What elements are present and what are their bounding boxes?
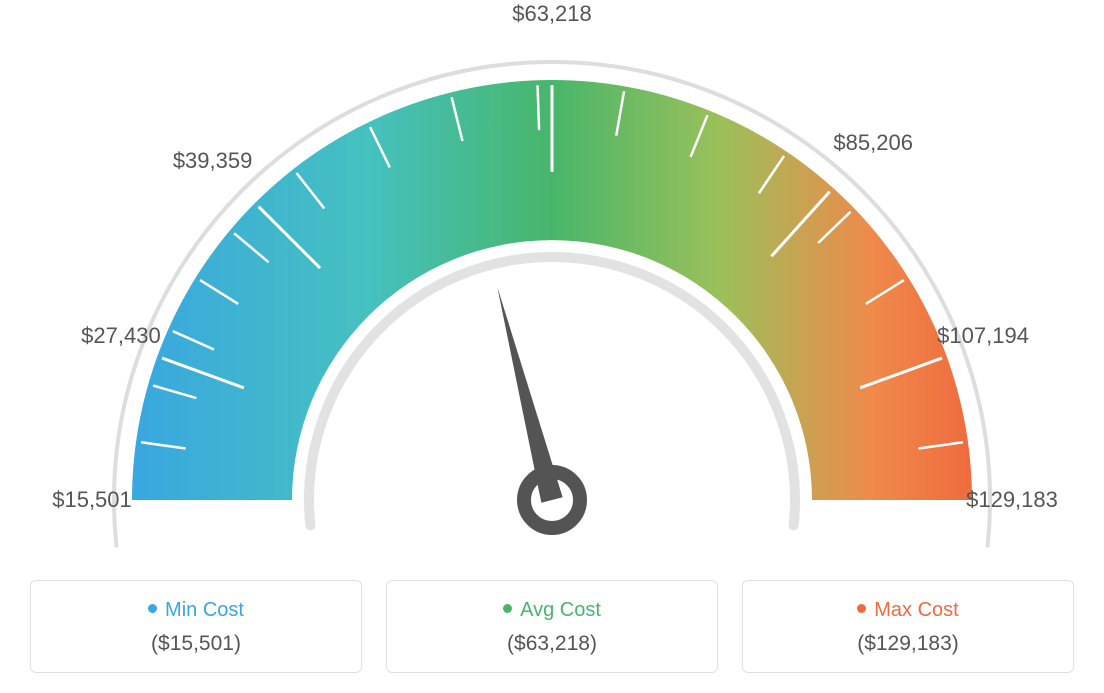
legend-title-min: Min Cost [41, 599, 351, 622]
scale-label: $85,206 [833, 130, 913, 156]
scale-label: $63,218 [512, 1, 592, 27]
legend-row: Min Cost ($15,501) Avg Cost ($63,218) Ma… [30, 580, 1074, 673]
scale-label: $15,501 [52, 487, 132, 513]
scale-label: $129,183 [966, 487, 1058, 513]
legend-card-min: Min Cost ($15,501) [30, 580, 362, 673]
legend-card-avg: Avg Cost ($63,218) [386, 580, 718, 673]
gauge-svg [20, 20, 1084, 550]
legend-dot-max [857, 604, 866, 613]
legend-title-max: Max Cost [753, 599, 1063, 622]
legend-title-text-min: Min Cost [165, 599, 244, 621]
legend-dot-avg [503, 604, 512, 613]
legend-value-max: ($129,183) [753, 632, 1063, 656]
legend-value-min: ($15,501) [41, 632, 351, 656]
gauge-container: $15,501$27,430$39,359$63,218$85,206$107,… [20, 20, 1084, 550]
legend-title-text-avg: Avg Cost [520, 599, 601, 621]
legend-dot-min [148, 604, 157, 613]
legend-card-max: Max Cost ($129,183) [742, 580, 1074, 673]
scale-label: $27,430 [81, 323, 161, 349]
scale-label: $107,194 [937, 323, 1029, 349]
legend-title-avg: Avg Cost [397, 599, 707, 622]
scale-label: $39,359 [173, 148, 253, 174]
legend-value-avg: ($63,218) [397, 632, 707, 656]
legend-title-text-max: Max Cost [874, 599, 958, 621]
